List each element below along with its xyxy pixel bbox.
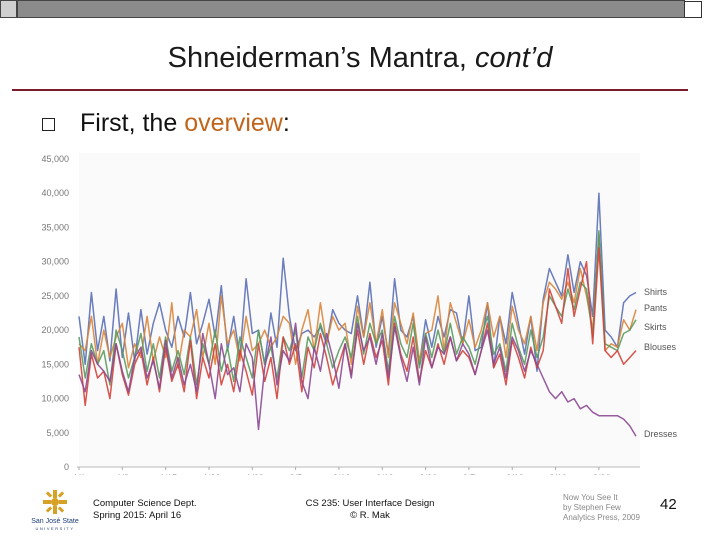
series-line-dresses xyxy=(78,322,637,437)
y-tick-label: 10,000 xyxy=(41,394,69,404)
logo-text-line2: UNIVERSITY xyxy=(35,526,74,531)
banner-left-square xyxy=(0,0,17,18)
bullet-square-icon xyxy=(42,118,55,131)
x-tick-label: 1/15 xyxy=(160,473,178,475)
credit-publisher: Analytics Press, 2009 xyxy=(563,513,640,522)
y-tick-label: 30,000 xyxy=(41,257,69,267)
series-label-blouses: Blouses xyxy=(644,342,677,352)
bullet-highlight: overview xyxy=(184,109,283,137)
credit-author: by Stephen Few xyxy=(563,503,621,512)
title-rule xyxy=(12,89,688,91)
y-tick-label: 35,000 xyxy=(41,222,69,232)
x-tick-label: 3/5 xyxy=(463,473,476,475)
y-tick-label: 15,000 xyxy=(41,359,69,369)
x-tick-label: 1/1 xyxy=(73,473,86,475)
series-label-dresses: Dresses xyxy=(644,429,678,439)
y-tick-label: 45,000 xyxy=(41,154,69,164)
x-tick-label: 1/8 xyxy=(116,473,129,475)
x-tick-label: 3/12 xyxy=(506,473,524,475)
x-tick-label: 2/19 xyxy=(376,473,394,475)
bullet-text: First, the overview: xyxy=(80,109,290,138)
bullet-prefix: First, the xyxy=(80,109,185,137)
series-line-pants xyxy=(78,233,637,369)
footer-course-title: CS 235: User Interface Design © R. Mak xyxy=(300,498,440,522)
footer-dept: Computer Science Dept. xyxy=(93,498,197,509)
x-tick-label: 3/26 xyxy=(593,473,611,475)
footer-author: © R. Mak xyxy=(350,510,390,521)
x-tick-label: 2/12 xyxy=(333,473,351,475)
x-tick-label: 1/29 xyxy=(246,473,264,475)
y-tick-label: 25,000 xyxy=(41,291,69,301)
footer-course-info: Computer Science Dept. Spring 2015: Apri… xyxy=(93,498,197,522)
y-tick-label: 0 xyxy=(64,462,69,472)
x-tick-label: 2/5 xyxy=(290,473,303,475)
footer-course-name: CS 235: User Interface Design xyxy=(305,498,435,509)
logo-text-line1: San José State xyxy=(31,518,79,525)
series-label-skirts: Skirts xyxy=(644,322,667,332)
page-number: 42 xyxy=(660,496,677,513)
series-line-skirts xyxy=(78,230,637,386)
slide-top-banner xyxy=(0,0,720,20)
credit-book: Now You See It xyxy=(563,493,618,502)
bullet-suffix: : xyxy=(282,109,290,137)
slide-title-italic: cont’d xyxy=(474,42,553,74)
y-tick-label: 40,000 xyxy=(41,188,69,198)
series-line-blouses xyxy=(78,247,637,407)
footer-date: Spring 2015: April 16 xyxy=(93,510,182,521)
y-tick-label: 20,000 xyxy=(41,325,69,335)
x-tick-label: 2/26 xyxy=(420,473,438,475)
slide-title: Shneiderman’s Mantra, cont’d xyxy=(0,42,720,75)
series-line-shirts xyxy=(78,192,637,372)
sales-line-chart: 0 5,000 10,000 15,000 20,000 25,000 30,000 35,0… xyxy=(41,153,678,475)
banner-band xyxy=(17,0,685,18)
x-tick-label: 3/19 xyxy=(550,473,568,475)
x-tick-label: 1/22 xyxy=(203,473,221,475)
series-label-shirts: Shirts xyxy=(644,287,668,297)
y-tick-label: 5,000 xyxy=(46,428,69,438)
banner-right-square xyxy=(684,1,702,18)
slide-title-main: Shneiderman’s Mantra, xyxy=(167,42,475,74)
image-credit: Now You See It by Stephen Few Analytics … xyxy=(563,493,640,523)
sjsu-logo-icon: San José State UNIVERSITY xyxy=(31,490,79,531)
series-label-pants: Pants xyxy=(644,303,668,313)
